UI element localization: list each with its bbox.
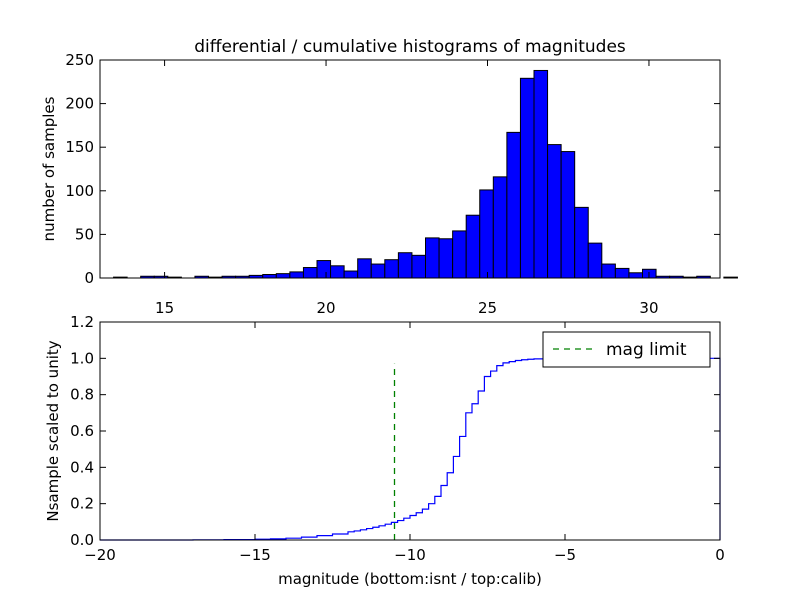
histogram-bars — [113, 69, 738, 279]
histogram-x-tick-label: 15 — [155, 299, 174, 317]
histogram-bar — [302, 267, 318, 279]
histogram-bar — [425, 237, 440, 279]
histogram-panel: differential / cumulative histograms of … — [40, 37, 738, 317]
legend-mag-limit-label: mag limit — [606, 340, 687, 360]
legend: mag limit — [542, 331, 711, 368]
histogram-bar — [465, 214, 481, 279]
histogram-frame — [99, 59, 721, 279]
cumulative-x-tick-label: −5 — [554, 546, 576, 564]
histogram-bar — [438, 238, 454, 279]
cumulative-x-tick-label: 0 — [715, 546, 725, 564]
histogram-y-tick-label: 200 — [65, 95, 94, 113]
histogram-bar — [370, 263, 386, 279]
histogram-bar — [262, 274, 277, 279]
cumulative-y-tick-label: 0.4 — [70, 458, 94, 476]
histogram-y-tick-label: 150 — [65, 138, 94, 156]
histogram-x-tick-label: 30 — [639, 299, 658, 317]
cumulative-lines — [100, 357, 721, 541]
legend-box — [542, 331, 711, 368]
histogram-bar — [533, 69, 549, 279]
cumulative-y-tick-label: 0.6 — [70, 422, 94, 440]
cumulative-x-tick-label: −20 — [84, 546, 116, 564]
histogram-x-tick-label: 20 — [316, 299, 335, 317]
histogram-y-tick-label: 0 — [84, 269, 94, 287]
histogram-bar — [397, 252, 413, 279]
cumulative-step-line — [100, 357, 721, 541]
histogram-bar — [519, 77, 535, 279]
histogram-bar — [479, 189, 494, 279]
cumulative-y-axis-label: Nsample scaled to unity — [44, 340, 62, 521]
cumulative-ticks: −20 −15 −10 −5 0 0.0 0.2 0.4 0.6 0.8 1.0 1.2 — [70, 313, 725, 564]
histogram-bar — [601, 263, 616, 279]
cumulative-y-tick-label: 0.2 — [70, 495, 94, 513]
histogram-bar — [289, 271, 304, 279]
histogram-y-tick-label: 250 — [65, 51, 94, 69]
cumulative-x-tick-label: −10 — [394, 546, 426, 564]
histogram-bar — [357, 258, 372, 279]
cumulative-y-tick-label: 1.0 — [70, 349, 94, 367]
histogram-x-tick-label: 25 — [478, 299, 497, 317]
cumulative-x-tick-label: −15 — [239, 546, 271, 564]
histogram-bar — [506, 131, 521, 279]
histogram-bar — [452, 230, 467, 279]
histogram-bar — [411, 254, 426, 279]
cumulative-y-tick-label: 0.8 — [70, 386, 94, 404]
cumulative-y-tick-label: 0.0 — [70, 531, 94, 549]
cumulative-panel: −20 −15 −10 −5 0 0.0 0.2 0.4 0.6 0.8 1.0 1.2 Nsampl… — [44, 313, 725, 588]
histogram-y-tick-label: 50 — [75, 225, 94, 243]
histogram-bar — [723, 276, 738, 279]
histogram-bar — [560, 151, 576, 279]
histogram-bar — [316, 260, 332, 279]
cumulative-y-tick-label: 1.2 — [70, 313, 94, 331]
cumulative-x-axis-label: magnitude (bottom:isnt / top:calib) — [278, 570, 542, 588]
histogram-ticks: 15 20 25 30 0 50 100 150 200 250 — [65, 51, 720, 317]
histogram-bar — [574, 206, 589, 279]
histogram-bar — [547, 144, 562, 279]
histogram-bar — [614, 267, 630, 279]
histogram-bar — [492, 176, 508, 279]
histogram-bar — [628, 272, 643, 279]
histogram-bar — [343, 270, 359, 279]
histogram-bar — [275, 273, 291, 279]
histogram-y-tick-label: 100 — [65, 182, 94, 200]
chart-title: differential / cumulative histograms of … — [194, 37, 626, 57]
histogram-bar — [384, 259, 399, 279]
histogram-bar — [587, 242, 603, 279]
histogram-bar — [330, 265, 345, 279]
histogram-y-axis-label: number of samples — [40, 96, 58, 241]
